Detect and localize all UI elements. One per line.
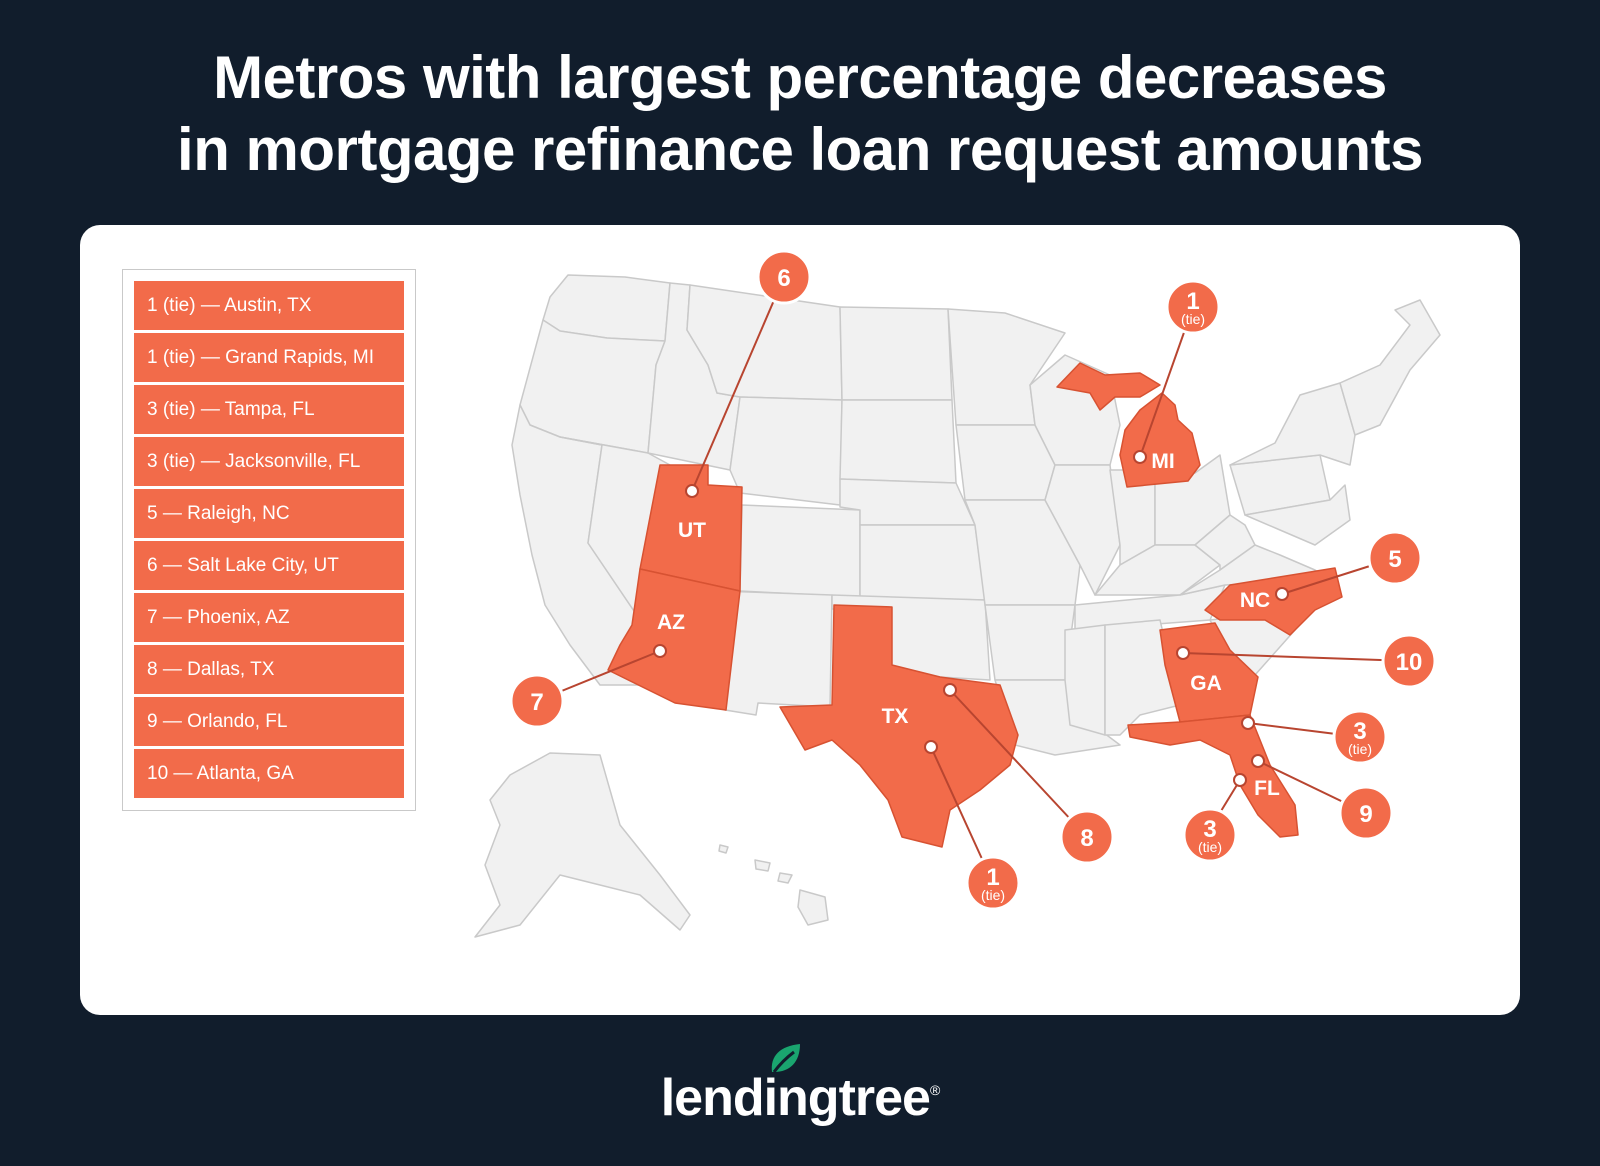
- badge-rank: 1: [986, 864, 999, 891]
- state-hi-3: [777, 872, 793, 884]
- state-label-mi: MI: [1151, 450, 1174, 473]
- rank-legend: 1 (tie) — Austin, TX 1 (tie) — Grand Rap…: [122, 269, 416, 811]
- badge-rank: 6: [777, 265, 790, 292]
- state-ms: [1064, 624, 1106, 736]
- state-ak: [474, 752, 691, 938]
- legend-item: 1 (tie) — Austin, TX: [134, 281, 404, 330]
- state-hi-4: [797, 889, 829, 926]
- base-states: [474, 274, 1441, 938]
- metro-dot-jacksonville: [1241, 716, 1255, 730]
- state-label-ga: GA: [1190, 672, 1222, 695]
- state-nd: [839, 306, 953, 401]
- badge-rank: 9: [1359, 801, 1372, 828]
- metro-dot-austin: [924, 740, 938, 754]
- logo-wordmark: lendingtree®: [0, 1068, 1600, 1128]
- state-labels: UT AZ TX MI NC GA FL: [657, 450, 1280, 800]
- legend-item: 1 (tie) — Grand Rapids, MI: [134, 333, 404, 382]
- state-wy: [729, 396, 843, 506]
- state-md-nj: [1244, 484, 1351, 546]
- registered-mark: ®: [929, 1082, 940, 1098]
- legend-item: 6 — Salt Lake City, UT: [134, 541, 404, 590]
- leaf-icon: [771, 1044, 800, 1073]
- state-co: [739, 504, 861, 598]
- badge-sub: (tie): [981, 887, 1005, 903]
- us-map: UT AZ TX MI NC GA FL: [474, 249, 1441, 938]
- metro-dot-grand-rapids: [1133, 450, 1147, 464]
- state-al: [1104, 619, 1181, 736]
- state-tx: [779, 604, 1019, 848]
- badge-tampa: 3 (tie): [1182, 807, 1238, 863]
- state-hi-1: [718, 844, 729, 854]
- badge-rank: 3: [1353, 718, 1366, 745]
- lendingtree-logo: [0, 1042, 1600, 1081]
- metro-dot-phoenix: [653, 644, 667, 658]
- badge-rank: 10: [1396, 649, 1423, 676]
- state-mi-upper: [1056, 362, 1161, 411]
- leader-atlanta: [1182, 652, 1410, 662]
- metro-dot-orlando: [1251, 754, 1265, 768]
- badge-sub: (tie): [1198, 839, 1222, 855]
- legend-item: 5 — Raleigh, NC: [134, 489, 404, 538]
- state-sd: [839, 399, 957, 484]
- badge-austin: 1 (tie): [965, 855, 1021, 911]
- state-label-tx: TX: [882, 705, 909, 728]
- state-ne: [839, 478, 976, 526]
- badge-grand-rapids: 1 (tie): [1165, 279, 1221, 335]
- metro-dots: [653, 450, 1289, 787]
- state-label-fl: FL: [1254, 777, 1280, 800]
- rank-badges: 6 1 (tie) 5 10 3 (tie) 9: [509, 249, 1437, 911]
- legend-item: 8 — Dallas, TX: [134, 645, 404, 694]
- badge-sub: (tie): [1348, 741, 1372, 757]
- badge-atlanta: 10: [1381, 633, 1437, 689]
- badge-rank: 7: [530, 689, 543, 716]
- badge-sub: (tie): [1181, 311, 1205, 327]
- state-ny: [1229, 382, 1356, 466]
- state-label-ut: UT: [678, 519, 706, 542]
- leader-dallas: [949, 689, 1088, 838]
- badge-rank: 5: [1388, 546, 1401, 573]
- legend-item: 10 — Atlanta, GA: [134, 749, 404, 798]
- state-label-nc: NC: [1240, 589, 1270, 612]
- logo-text: lendingtree: [660, 1069, 931, 1127]
- title-line-2: in mortgage refinance loan request amoun…: [177, 116, 1423, 183]
- metro-dot-dallas: [943, 683, 957, 697]
- page-title: Metros with largest percentage decreases…: [0, 42, 1600, 186]
- state-ks: [859, 524, 986, 601]
- badge-dallas: 8: [1059, 809, 1115, 865]
- badge-jacksonville: 3 (tie): [1332, 709, 1388, 765]
- badge-phoenix: 7: [509, 673, 565, 729]
- badge-rank: 3: [1203, 816, 1216, 843]
- state-hi-2: [754, 859, 771, 872]
- metro-dot-atlanta: [1176, 646, 1190, 660]
- legend-item: 3 (tie) — Jacksonville, FL: [134, 437, 404, 486]
- badge-salt-lake-city: 6: [756, 249, 812, 305]
- title-line-1: Metros with largest percentage decreases: [213, 44, 1387, 111]
- metro-dot-salt-lake-city: [685, 484, 699, 498]
- state-ar: [984, 604, 1076, 681]
- legend-item: 9 — Orlando, FL: [134, 697, 404, 746]
- badge-orlando: 9: [1338, 785, 1394, 841]
- legend-item: 3 (tie) — Tampa, FL: [134, 385, 404, 434]
- state-label-az: AZ: [657, 611, 685, 634]
- badge-raleigh: 5: [1367, 530, 1423, 586]
- state-az: [607, 568, 741, 711]
- legend-item: 7 — Phoenix, AZ: [134, 593, 404, 642]
- state-ne-states: [1339, 299, 1441, 436]
- map-card: UT AZ TX MI NC GA FL: [80, 225, 1520, 1015]
- metro-dot-tampa: [1233, 773, 1247, 787]
- badge-rank: 8: [1080, 825, 1093, 852]
- metro-dot-raleigh: [1275, 587, 1289, 601]
- leader-salt-lake-city: [691, 276, 785, 492]
- badge-rank: 1: [1186, 288, 1199, 315]
